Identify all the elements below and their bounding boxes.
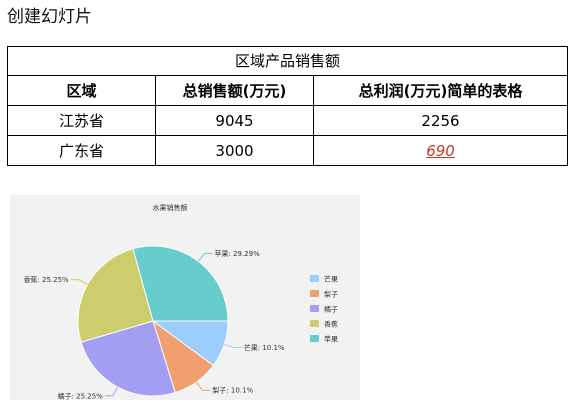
slice-leader-line [196, 381, 211, 391]
slice-leader-line [198, 252, 213, 262]
pie-chart: 水果销售额芒果: 10.1% 梨子: 10.1% 橘子: 25.25% 香蕉: 25.… [10, 195, 360, 400]
slice-label: 苹果: 29.29% [214, 249, 260, 258]
slice-label: 橘子: 25.25% [58, 391, 104, 400]
sales-table: 区域产品销售额 区域 总销售额(万元) 总利润(万元)简单的表格 江苏省 904… [6, 46, 569, 166]
legend-swatch [310, 275, 319, 282]
legend-label: 橘子 [324, 305, 338, 314]
legend-swatch [310, 335, 319, 342]
cell-total-sales: 3000 [155, 135, 314, 166]
legend-swatch [310, 305, 319, 312]
legend-swatch [310, 290, 319, 297]
header-total-profit: 总利润(万元)简单的表格 [312, 75, 569, 106]
slice-leader-line [224, 343, 242, 349]
cell-region: 江苏省 [7, 105, 156, 136]
cell-total-sales: 9045 [155, 105, 314, 136]
slice-label: 梨子: 10.1% [212, 386, 253, 395]
table-row: 广东省 3000 690 [7, 135, 569, 166]
table-header-row: 区域 总销售额(万元) 总利润(万元)简单的表格 [7, 75, 569, 106]
legend-label: 芒果 [324, 275, 338, 284]
table-caption: 区域产品销售额 [6, 46, 569, 76]
slice-label: 芒果: 10.1% [244, 343, 285, 352]
chart-title: 水果销售额 [153, 203, 188, 212]
header-total-sales: 总销售额(万元) [155, 75, 314, 106]
slice-leader-line [104, 386, 119, 397]
cell-total-profit: 2256 [312, 105, 569, 136]
legend-swatch [310, 320, 319, 327]
slice-label: 香蕉: 25.25% [23, 275, 69, 284]
header-region: 区域 [7, 75, 156, 106]
legend-label: 苹果 [324, 335, 338, 344]
table-row: 江苏省 9045 2256 [7, 105, 569, 136]
slice-leader-line [70, 279, 88, 285]
page-title: 创建幻灯片 [7, 7, 92, 27]
pie-slice [77, 248, 154, 343]
pie-slice [80, 320, 176, 397]
profit-link[interactable]: 690 [312, 135, 569, 166]
legend-label: 梨子 [324, 290, 338, 299]
cell-region: 广东省 [7, 135, 156, 166]
legend-label: 香蕉 [324, 320, 338, 329]
